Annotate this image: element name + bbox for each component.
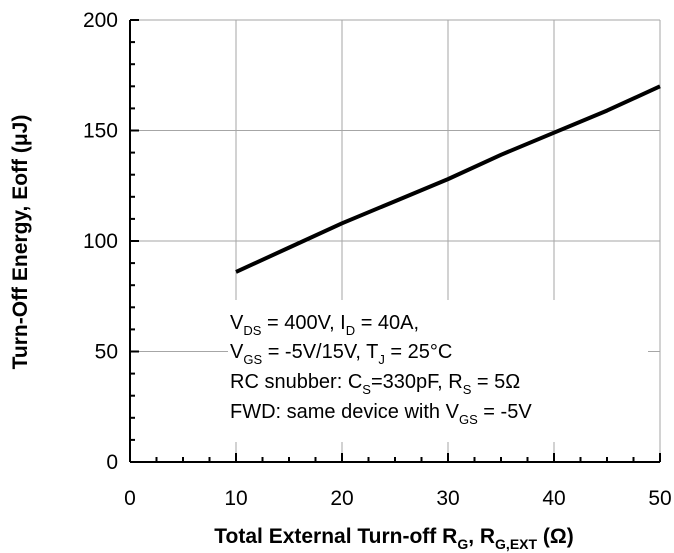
y-tick-label: 50 [95,341,118,364]
series-line [235,84,661,274]
x-axis-title: Total External Turn-off RG, RG,EXT (Ω) [214,525,573,552]
conditions-background [228,300,648,442]
x-tick-label: 40 [542,487,565,510]
conditions-line: VDS = 400V, ID = 40A, [230,312,419,338]
conditions-line: FWD: same device with VGS = -5V [230,401,532,427]
y-tick-label: 150 [83,120,118,143]
conditions-line: VGS = -5V/15V, TJ = 25°C [230,341,452,367]
series-layer [235,84,661,274]
conditions-line: RC snubber: CS=330pF, RS = 5Ω [230,371,520,397]
x-tick-label: 30 [436,487,459,510]
y-tick-label: 100 [83,230,118,253]
x-tick-label: 0 [124,487,136,510]
x-tick-label: 10 [224,487,247,510]
axes: 0 50 100 150 200 0 10 20 30 40 50 [83,9,672,510]
y-axis-title: Turn-Off Energy, Eoff (μJ) [9,115,32,370]
x-tick-label: 20 [330,487,353,510]
x-tick-label: 50 [648,487,671,510]
y-tick-label: 200 [83,9,118,32]
y-tick-label: 0 [106,451,118,474]
conditions-annotation: VDS = 400V, ID = 40A, VGS = -5V/15V, TJ =… [228,300,648,442]
